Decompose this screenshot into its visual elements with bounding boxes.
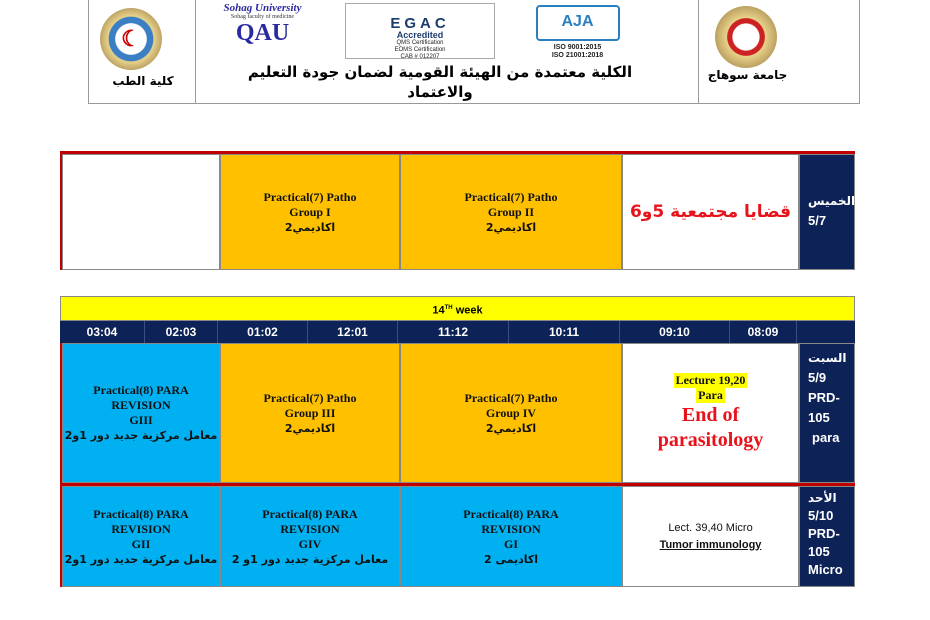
patho-group-3-cell: Practical(7) Patho Group III اكاديمي2 (220, 343, 400, 483)
empty-cell (62, 154, 220, 270)
divider (698, 0, 699, 104)
patho-group-1-cell: Practical(7) Patho Group I اكاديمي2 (220, 154, 400, 270)
saturday-row: Practical(8) PARA REVISION GIII معامل مركزي… (60, 343, 855, 486)
sunday-row: Practical(8) PARA REVISION GII معامل مركزية… (60, 486, 855, 587)
day-thursday: الخميس 5/7 (799, 154, 855, 270)
micro-lecture-cell: Lect. 39,40 Micro Tumor immunology (622, 486, 799, 587)
faculty-label: كلية الطب (112, 74, 174, 88)
day-sunday: الأحد 5/10 PRD- 105 Micro (799, 486, 855, 587)
time-slot: 01:02 (218, 321, 308, 343)
para-revision-gi-cell: Practical(8) PARA REVISION GI اكاديمى 2 (400, 486, 622, 587)
university-label: جامعة سوهاج (707, 68, 788, 82)
time-slot: 10:11 (509, 321, 620, 343)
time-slot: 09:10 (620, 321, 730, 343)
qau-logo: Sohag University Sohag faculty of medici… (223, 2, 302, 46)
para-revision-gii-cell: Practical(8) PARA REVISION GII معامل مركزية… (62, 486, 220, 587)
faculty-logo: ☾ (100, 8, 162, 70)
aja-logo: AJA ISO 9001:2015 ISO 21001:2018 (500, 3, 655, 59)
para-revision-giii-cell: Practical(8) PARA REVISION GIII معامل مركزي… (62, 343, 220, 483)
letterhead (88, 0, 860, 104)
time-slot: 12:01 (308, 321, 398, 343)
patho-group-2-cell: Practical(7) Patho Group II اكاديمي2 (400, 154, 622, 270)
time-slot: 02:03 (145, 321, 218, 343)
time-header: 03:04 02:03 01:02 12:01 11:12 10:11 09:1… (60, 321, 855, 343)
egac-logo: EGAC Accredited QMS Certification EOMS C… (345, 3, 495, 60)
para-revision-giv-cell: Practical(8) PARA REVISION GIV معامل مركزية… (220, 486, 400, 587)
university-logo (715, 6, 777, 68)
patho-group-4-cell: Practical(7) Patho Group IV اكاديمي2 (400, 343, 622, 483)
time-slot: 08:09 (730, 321, 797, 343)
community-issues-cell: قضايا مجتمعية 5و6 (622, 154, 799, 270)
time-slot: 11:12 (398, 321, 509, 343)
para-lecture-cell: Lecture 19,20 Para End of parasitology (622, 343, 799, 483)
day-saturday: السبت 5/9 PRD- 105 para (799, 343, 855, 483)
time-slot: 03:04 (60, 321, 145, 343)
thursday-row: Practical(7) Patho Group I اكاديمي2 Practi… (60, 151, 855, 270)
divider (195, 0, 196, 104)
week-banner: 14TH week (60, 296, 855, 321)
accreditation-title: الكلية معتمدة من الهيئة القومية لضمان جو… (247, 63, 633, 101)
